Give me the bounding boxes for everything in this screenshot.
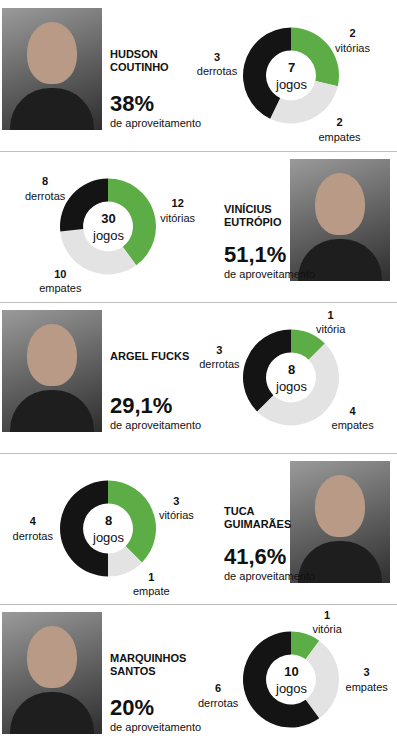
svg-text:2empates: 2empates — [318, 116, 361, 142]
svg-text:6derrotas: 6derrotas — [198, 682, 239, 708]
svg-text:30jogos: 30jogos — [92, 211, 125, 243]
svg-text:1vitória: 1vitória — [312, 609, 342, 635]
svg-text:8jogos: 8jogos — [275, 362, 308, 394]
html-text:41,6%: 41,6% — [224, 544, 287, 569]
svg-text:12vitórias: 12vitórias — [160, 197, 195, 223]
svg-text:3empates: 3empates — [346, 666, 389, 692]
html-text:20%: 20% — [110, 695, 154, 720]
html-text:HUDSON COUTINHO: HUDSON COUTINHO — [110, 48, 169, 73]
html-text:38%: 38% — [110, 91, 154, 116]
html-text:MARQUINHOS SANTOS: MARQUINHOS SANTOS — [110, 652, 187, 677]
svg-text:7jogos: 7jogos — [275, 60, 308, 92]
html-text:de aproveitamento: de aproveitamento — [110, 419, 202, 431]
html-text:TUCA GUIMARÃES: TUCA GUIMARÃES — [224, 505, 292, 530]
svg-text:10empates: 10empates — [39, 268, 82, 294]
svg-text:8derrotas: 8derrotas — [25, 175, 66, 201]
svg-text:2vitórias: 2vitórias — [335, 27, 370, 53]
html-text:29,1%: 29,1% — [110, 393, 173, 418]
svg-text:3vitórias: 3vitórias — [159, 495, 194, 521]
html-text:de aproveitamento: de aproveitamento — [110, 721, 202, 733]
svg-text:1vitória: 1vitória — [316, 309, 346, 335]
html-text:de aproveitamento: de aproveitamento — [224, 268, 316, 280]
svg-text:10jogos: 10jogos — [275, 664, 308, 696]
svg-text:8jogos: 8jogos — [92, 513, 125, 545]
html-text:ARGEL FUCKS: ARGEL FUCKS — [110, 350, 190, 362]
html-text:de aproveitamento: de aproveitamento — [224, 570, 316, 582]
html-text:de aproveitamento: de aproveitamento — [110, 117, 202, 129]
svg-text:1empate: 1empate — [133, 571, 170, 597]
html-text:VINÍCIUS EUTRÓPIO: VINÍCIUS EUTRÓPIO — [224, 203, 282, 228]
svg-text:4derrotas: 4derrotas — [13, 515, 54, 541]
svg-text:4empates: 4empates — [332, 405, 375, 431]
html-text:51,1%: 51,1% — [224, 242, 287, 267]
svg-text:3derrotas: 3derrotas — [197, 51, 238, 77]
svg-text:3derrotas: 3derrotas — [199, 344, 240, 370]
